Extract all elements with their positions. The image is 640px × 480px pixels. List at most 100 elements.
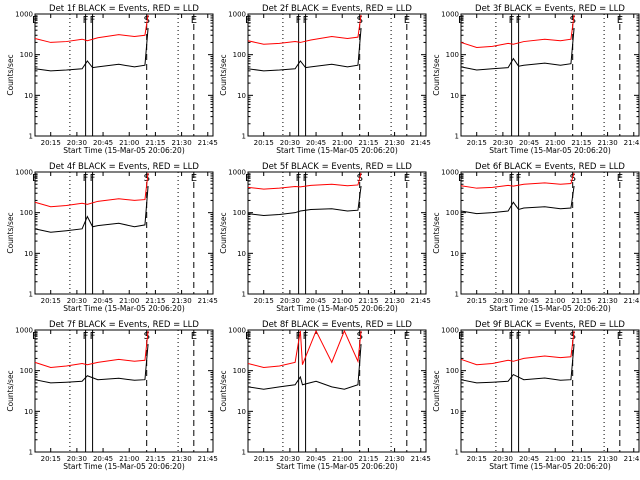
x-tick-label: 20:30 (493, 297, 513, 305)
panel-3: Det 3f BLACK = Events, RED = LLD 1 10 100 10… (432, 4, 640, 155)
plot-frame (34, 171, 214, 295)
x-tick-label: 20:30 (493, 455, 513, 463)
x-tick-label: 20:45 (306, 139, 326, 147)
y-axis-label: Counts/sec (219, 54, 228, 95)
y-tick-label: 10 (237, 250, 246, 258)
event-label: F (296, 15, 302, 26)
x-axis-label: Start Time (15-Mar-05 20:06:20) (276, 304, 398, 313)
y-tick-label: 1 (29, 133, 33, 141)
x-tick-label: 21:30 (384, 297, 404, 305)
y-tick-label: 10 (24, 92, 33, 100)
x-tick-label: 21:00 (545, 455, 565, 463)
panel-title: Det 8f BLACK = Events, RED = LLD (262, 320, 412, 330)
event-label: F (83, 331, 89, 342)
y-tick-label: 10 (450, 92, 459, 100)
y-axis-label: Counts/sec (432, 54, 441, 95)
series-line (460, 344, 575, 384)
event-label: F (516, 173, 522, 184)
x-tick-label: 21:00 (545, 139, 565, 147)
y-tick-label: 1000 (15, 327, 33, 335)
panel-title: Det 5f BLACK = Events, RED = LLD (262, 162, 412, 172)
panel-1: Det 1f BLACK = Events, RED = LLD 1 10 100 10… (6, 4, 218, 155)
x-tick-label: 21:45 (198, 139, 218, 147)
x-tick-label: 20:45 (93, 139, 113, 147)
y-tick-label: 1 (29, 291, 33, 299)
x-tick-label: 21:00 (119, 297, 139, 305)
plot-frame (460, 13, 640, 137)
event-label: E (458, 15, 464, 26)
x-axis-label: Start Time (15-Mar-05 20:06:20) (63, 462, 185, 471)
x-tick-label: 20:45 (93, 297, 113, 305)
y-tick-label: 1 (455, 449, 459, 457)
event-label: E (245, 331, 251, 342)
panel-title: Det 2f BLACK = Events, RED = LLD (262, 4, 412, 14)
y-tick-label: 1000 (15, 11, 33, 19)
x-tick-label: 20:15 (254, 297, 274, 305)
series-line (247, 329, 362, 368)
series-line (247, 14, 362, 45)
panel-title: Det 9f BLACK = Events, RED = LLD (475, 320, 625, 330)
event-label: E (458, 331, 464, 342)
plot-frame (247, 171, 427, 295)
event-label: S (357, 331, 363, 342)
event-label: F (303, 173, 309, 184)
event-label: F (303, 331, 309, 342)
x-tick-label: 21:30 (597, 455, 617, 463)
y-tick-label: 1000 (15, 169, 33, 177)
series-line (247, 344, 362, 390)
series-line (247, 186, 362, 217)
x-tick-label: 21:30 (171, 139, 191, 147)
panel-5: Det 5f BLACK = Events, RED = LLD 1 10 100 10… (219, 162, 431, 313)
event-label: F (303, 15, 309, 26)
y-tick-label: 1 (242, 449, 246, 457)
x-tick-label: 20:45 (306, 455, 326, 463)
x-tick-label: 21:45 (624, 297, 640, 305)
event-label: E (458, 173, 464, 184)
x-tick-label: 20:45 (519, 297, 539, 305)
x-tick-label: 21:30 (597, 139, 617, 147)
series-line (460, 28, 575, 71)
plot-frame (34, 329, 214, 453)
x-tick-label: 20:15 (41, 297, 61, 305)
x-tick-label: 21:00 (119, 455, 139, 463)
event-label: E (245, 15, 251, 26)
x-tick-label: 21:30 (597, 297, 617, 305)
panel-title: Det 1f BLACK = Events, RED = LLD (49, 4, 199, 14)
x-tick-label: 20:30 (280, 139, 300, 147)
event-label: F (90, 331, 96, 342)
event-label: F (83, 15, 89, 26)
event-label: E (617, 173, 623, 184)
y-tick-label: 10 (237, 92, 246, 100)
x-tick-label: 20:15 (41, 139, 61, 147)
plot-frame (460, 171, 640, 295)
y-axis-label: Counts/sec (432, 212, 441, 253)
x-tick-label: 21:15 (145, 139, 165, 147)
x-tick-label: 20:30 (67, 139, 87, 147)
y-tick-label: 1 (455, 133, 459, 141)
event-label: E (32, 331, 38, 342)
event-label: S (570, 331, 576, 342)
x-axis-label: Start Time (15-Mar-05 20:06:20) (489, 462, 611, 471)
x-tick-label: 20:30 (67, 297, 87, 305)
x-tick-label: 20:30 (280, 455, 300, 463)
series-line (460, 14, 575, 49)
x-tick-label: 21:00 (332, 455, 352, 463)
series-line (460, 186, 575, 215)
series-line (34, 344, 149, 384)
panel-4: Det 4f BLACK = Events, RED = LLD 1 10 100 10… (6, 162, 218, 313)
panel-9: Det 9f BLACK = Events, RED = LLD 1 10 100 10… (432, 320, 640, 471)
event-label: F (296, 173, 302, 184)
series-line (34, 330, 149, 368)
event-label: F (509, 15, 515, 26)
x-axis-label: Start Time (15-Mar-05 20:06:20) (276, 146, 398, 155)
event-label: F (83, 173, 89, 184)
x-tick-label: 20:45 (519, 455, 539, 463)
panel-title: Det 4f BLACK = Events, RED = LLD (49, 162, 199, 172)
x-tick-label: 21:15 (571, 139, 591, 147)
x-tick-label: 21:45 (624, 455, 640, 463)
y-tick-label: 1000 (228, 327, 246, 335)
panel-8: Det 8f BLACK = Events, RED = LLD 1 10 100 10… (219, 320, 431, 471)
y-axis-label: Counts/sec (6, 212, 15, 253)
x-tick-label: 21:45 (624, 139, 640, 147)
y-tick-label: 1 (455, 291, 459, 299)
